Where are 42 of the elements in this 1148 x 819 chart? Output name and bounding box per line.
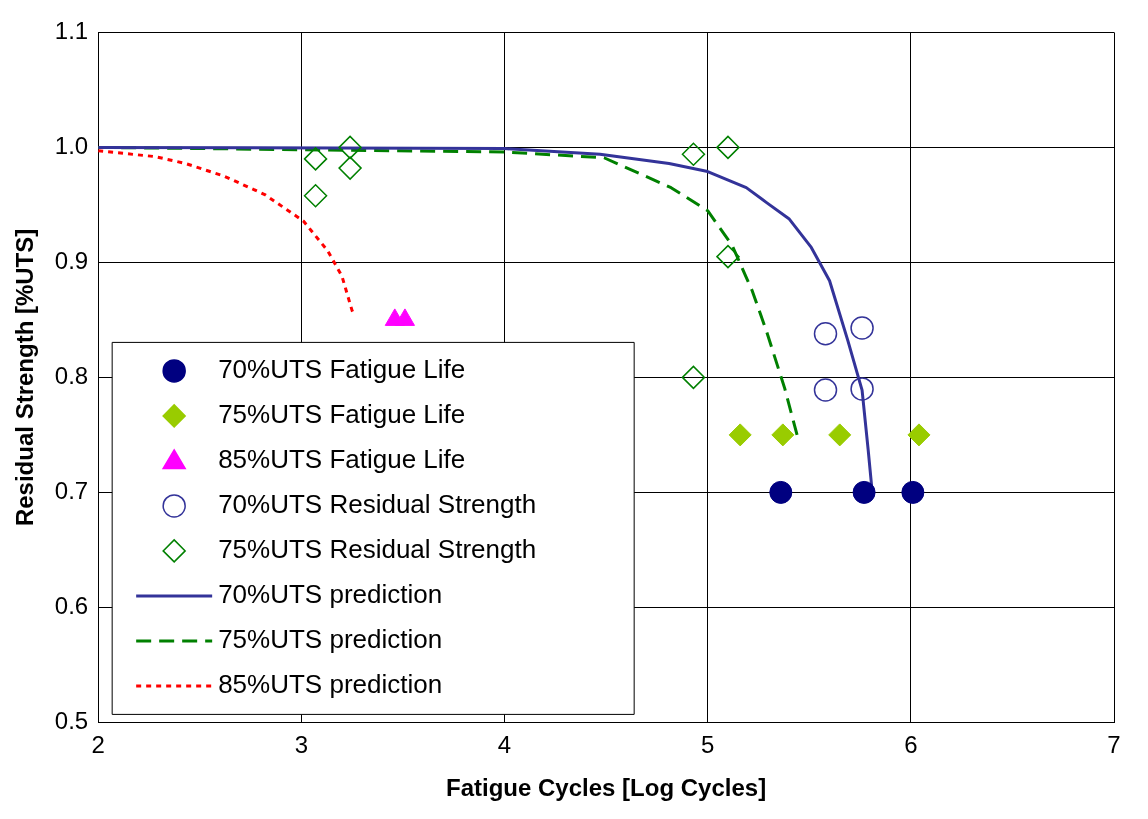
point — [901, 480, 925, 504]
x-tick-label: 4 — [497, 731, 512, 759]
legend-label: 75%UTS Fatigue Life — [218, 399, 466, 430]
y-tick-label: 1.1 — [54, 17, 89, 45]
y-tick-label: 0.9 — [54, 247, 89, 275]
point — [828, 423, 852, 447]
point — [338, 156, 362, 180]
point — [303, 183, 328, 208]
y-tick-label: 1.0 — [54, 132, 89, 160]
legend-label: 70%UTS Fatigue Life — [218, 354, 466, 385]
point — [850, 316, 874, 340]
y-tick-label: 0.6 — [54, 592, 89, 620]
y-tick-label: 0.8 — [54, 362, 89, 390]
point — [338, 135, 362, 160]
x-tick-label: 2 — [91, 731, 105, 759]
point — [769, 480, 793, 504]
legend-label: 70%UTS Residual Strength — [218, 489, 537, 520]
legend-label: 70%UTS prediction — [218, 579, 443, 610]
point — [813, 378, 838, 402]
legend-label: 85%UTS Fatigue Life — [218, 444, 466, 475]
point — [907, 423, 931, 447]
x-tick-label: 6 — [904, 731, 918, 759]
x-tick-label: 7 — [1107, 731, 1121, 759]
point — [681, 142, 706, 167]
point — [681, 365, 706, 390]
point — [852, 480, 876, 504]
legend-label: 85%UTS prediction — [218, 669, 443, 700]
y-tick-label: 0.5 — [54, 707, 89, 735]
y-axis-title: Residual Strength [%UTS] — [11, 228, 39, 527]
x-tick-label: 5 — [700, 731, 715, 759]
legend-label: 75%UTS prediction — [218, 624, 443, 655]
point — [771, 423, 795, 447]
x-tick-label: 3 — [294, 731, 309, 759]
point — [716, 135, 740, 160]
x-axis-title: Fatigue Cycles [Log Cycles] — [446, 774, 767, 802]
point — [850, 377, 874, 401]
point — [813, 321, 838, 346]
point — [716, 244, 740, 269]
point — [728, 423, 752, 447]
legend-label: 75%UTS Residual Strength — [218, 534, 537, 565]
point — [303, 147, 328, 171]
y-tick-label: 0.7 — [54, 477, 89, 505]
